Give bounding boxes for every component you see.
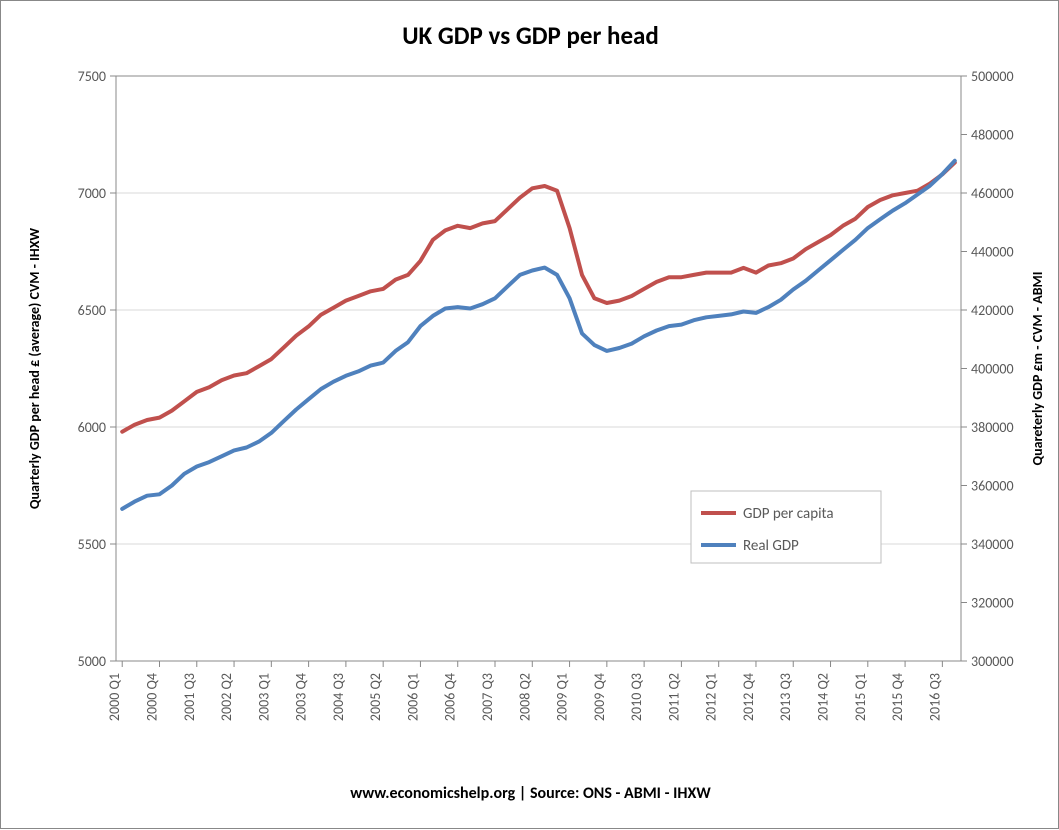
y-right-tick-label: 380000	[971, 419, 1014, 436]
y-right-tick-label: 360000	[971, 478, 1014, 495]
x-tick-label: 2009 Q4	[591, 673, 608, 721]
x-tick-label: 2013 Q3	[777, 673, 794, 721]
x-tick-label: 2007 Q3	[479, 673, 496, 721]
y-right-tick-label: 400000	[971, 361, 1014, 378]
y-left-tick-label: 7500	[78, 68, 106, 85]
x-tick-label: 2003 Q1	[255, 673, 272, 721]
x-tick-label: 2006 Q1	[404, 673, 421, 721]
y-right-tick-label: 320000	[971, 595, 1014, 612]
y-right-tick-label: 420000	[971, 302, 1014, 319]
source-label: www.economicshelp.org | Source: ONS - AB…	[350, 784, 711, 803]
y-right-tick-label: 340000	[971, 536, 1014, 553]
chart-container: UK GDP vs GDP per head 5000 5500 6000 6500 70…	[0, 0, 1059, 829]
y-right-tick-label: 480000	[971, 127, 1014, 144]
x-tick-label: 2006 Q4	[442, 673, 459, 721]
y-left-tick-label: 5000	[78, 653, 106, 670]
chart-title: UK GDP vs GDP per head	[402, 20, 659, 51]
series-line-0	[122, 163, 955, 432]
x-tick-label: 2010 Q3	[628, 673, 645, 721]
x-tick-label: 2000 Q4	[143, 673, 160, 721]
y-right-tick-label: 460000	[971, 185, 1014, 202]
x-tick-label: 2005 Q2	[367, 673, 384, 721]
chart-svg: UK GDP vs GDP per head 5000 5500 6000 6500 70…	[1, 1, 1059, 830]
legend-label: GDP per capita	[743, 505, 834, 523]
x-tick-label: 2004 Q3	[330, 673, 347, 721]
y-right-tick-label: 440000	[971, 244, 1014, 261]
x-tick-label: 2011 Q2	[665, 673, 682, 721]
x-tick-label: 2003 Q4	[293, 673, 310, 721]
x-tick-label: 2001 Q3	[181, 673, 198, 721]
y-right-axis-title: Quareterly GDP £m - CVM - ABMI	[1029, 271, 1046, 465]
x-tick-label: 2015 Q1	[852, 673, 869, 721]
y-left-tick-label: 5500	[78, 536, 106, 553]
plot-area	[116, 76, 961, 661]
y-right-tick-label: 500000	[971, 68, 1014, 85]
y-left-tick-label: 6000	[78, 419, 106, 436]
x-tick-label: 2016 Q3	[926, 673, 943, 721]
x-tick-label: 2008 Q2	[516, 673, 533, 721]
x-tick-label: 2002 Q2	[218, 673, 235, 721]
x-tick-label: 2009 Q1	[554, 673, 571, 721]
x-tick-label: 2014 Q2	[815, 673, 832, 721]
y-left-tick-label: 7000	[78, 185, 106, 202]
y-right-tick-label: 300000	[971, 653, 1014, 670]
series-line-1	[122, 161, 955, 509]
x-tick-label: 2012 Q4	[740, 673, 757, 721]
x-tick-label: 2012 Q1	[703, 673, 720, 721]
x-tick-label: 2015 Q4	[889, 673, 906, 721]
y-left-tick-label: 6500	[78, 302, 106, 319]
x-tick-label: 2000 Q1	[106, 673, 123, 721]
y-left-axis-title: Quarterly GDP per head £ (average) CVM -…	[26, 228, 43, 509]
legend-label: Real GDP	[743, 537, 799, 555]
